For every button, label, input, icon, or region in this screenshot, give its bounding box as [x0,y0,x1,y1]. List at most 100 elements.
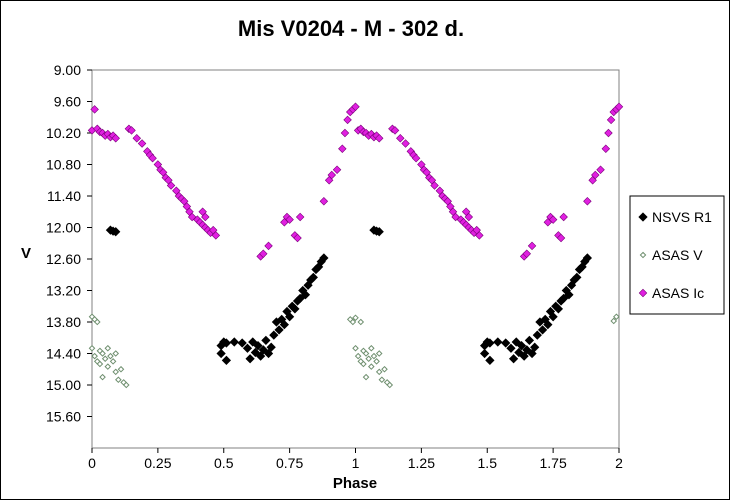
point-asas-ic [601,144,611,153]
point-asas-ic [604,128,613,138]
point-nsvs-r1 [511,337,521,347]
point-asas-v [88,344,96,352]
point-asas-v [610,317,618,325]
point-asas-v [362,350,370,357]
point-nsvs-r1 [485,355,495,365]
point-nsvs-r1 [522,345,532,355]
y-tick-label: 9.00 [54,62,81,78]
x-tick-label: 1 [352,455,360,471]
point-nsvs-r1 [572,272,582,282]
point-nsvs-r1 [245,354,255,364]
x-axis: 0 0.25 0.5 0.75 1 1.25 1.5 1.75 2 [88,448,623,471]
point-nsvs-r1 [216,348,226,359]
point-nsvs-r1 [485,338,495,348]
point-nsvs-r1 [221,355,232,365]
data-points [87,102,624,389]
point-asas-v [362,373,370,381]
point-nsvs-r1 [285,312,295,322]
point-nsvs-r1 [266,342,276,352]
point-asas-ic [211,231,221,240]
point-nsvs-r1 [308,272,318,282]
point-asas-v [93,318,101,326]
point-nsvs-r1 [548,312,558,322]
point-nsvs-r1 [269,330,279,340]
point-asas-ic [137,139,147,148]
y-tick-label: 14.40 [46,346,81,362]
point-nsvs-r1 [229,337,239,347]
point-asas-ic [259,249,268,258]
y-tick-label: 10.20 [46,125,81,141]
point-asas-v [375,368,383,376]
point-asas-ic [327,170,337,180]
point-asas-v [99,350,106,357]
point-asas-ic [340,128,350,138]
point-asas-v [112,368,120,376]
point-asas-v [365,355,372,363]
point-nsvs-r1 [258,345,268,355]
point-asas-ic [111,134,120,143]
point-asas-v [373,358,380,365]
y-tick-label: 13.80 [46,314,81,330]
point-asas-ic [166,181,176,190]
y-tick-label: 11.40 [47,188,81,204]
point-asas-ic [583,197,592,206]
point-nsvs-r1 [519,351,529,361]
point-asas-ic [411,153,421,163]
point-asas-v [104,344,112,352]
y-tick-label: 13.20 [46,283,81,299]
chart-title: Mis V0204 - M - 302 d. [238,16,464,41]
point-asas-v [112,350,120,357]
point-asas-v [117,365,125,373]
point-nsvs-r1 [300,290,311,300]
legend-marker-asas-ic [638,288,648,298]
point-nsvs-r1 [537,325,548,335]
point-nsvs-r1 [261,335,271,345]
point-asas-ic [396,134,405,143]
point-asas-ic [293,233,302,243]
point-asas-v [352,344,359,352]
y-axis-label: V [21,245,31,262]
point-asas-ic [559,212,568,222]
point-asas-ic [295,212,305,222]
x-tick-label: 2 [615,455,623,471]
point-nsvs-r1 [493,337,503,347]
x-tick-label: 1.75 [540,455,567,471]
point-nsvs-r1 [253,341,263,351]
legend-items: NSVS R1 ASAS V ASAS Ic [638,209,712,301]
point-asas-ic [319,197,329,206]
point-nsvs-r1 [508,354,519,364]
point-asas-ic [430,181,439,190]
point-nsvs-r1 [501,338,511,348]
point-asas-ic [374,134,384,143]
x-tick-label: 0.25 [144,455,171,471]
point-nsvs-r1 [319,253,329,263]
point-asas-ic [548,215,558,224]
y-tick-label: 12.60 [46,251,81,267]
point-asas-ic [264,241,273,251]
legend: NSVS R1 ASAS V ASAS Ic [629,195,725,315]
point-asas-v [122,381,130,389]
x-axis-label: Phase [333,475,377,492]
point-nsvs-r1 [527,348,537,359]
point-asas-ic [338,144,347,153]
point-nsvs-r1 [250,347,260,358]
point-asas-v [375,350,383,357]
point-asas-v [381,365,388,373]
point-nsvs-r1 [256,351,266,361]
point-asas-ic [475,231,484,240]
point-asas-ic [285,215,294,224]
point-asas-v [96,360,104,368]
point-asas-v [115,376,122,384]
point-nsvs-r1 [263,348,274,359]
point-nsvs-r1 [295,293,305,303]
point-nsvs-r1 [374,227,384,237]
point-asas-v [386,381,394,389]
point-asas-v [370,352,378,360]
point-nsvs-r1 [279,320,289,330]
point-asas-v [354,352,362,360]
point-asas-ic [90,105,99,114]
point-asas-v [109,358,117,365]
point-asas-v [368,344,375,352]
point-nsvs-r1 [516,341,527,351]
point-asas-ic [332,165,342,174]
